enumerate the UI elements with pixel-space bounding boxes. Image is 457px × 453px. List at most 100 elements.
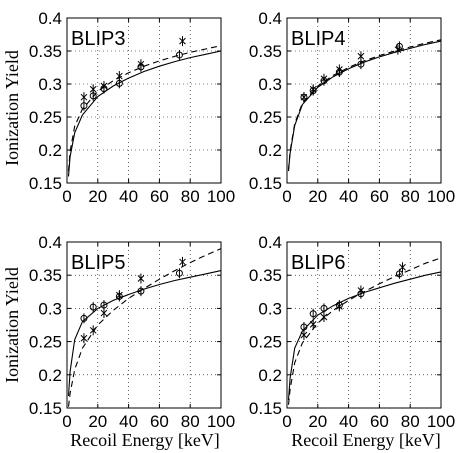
y-tick-label: 0.2 <box>38 366 62 385</box>
data-point-x <box>300 331 308 339</box>
data-point-x <box>394 46 402 54</box>
y-tick-label: 0.2 <box>258 366 282 385</box>
solid-fit-curve <box>67 50 222 177</box>
plot-frame <box>66 17 222 184</box>
data-point-x <box>89 326 97 334</box>
data-point-x <box>357 287 365 294</box>
x-tick-label: 20 <box>308 187 327 206</box>
data-point-x <box>357 52 365 60</box>
solid-fit-curve <box>67 270 222 397</box>
y-tick-label: 0.35 <box>249 266 282 285</box>
x-tick-label: 0 <box>62 412 71 431</box>
x-tick-label: 60 <box>370 187 389 206</box>
panel-title: BLIP4 <box>291 28 345 50</box>
y-tick-label: 0.4 <box>258 233 282 252</box>
x-tick-label: 60 <box>150 412 169 431</box>
x-tick-label: 80 <box>181 412 200 431</box>
data-point-x <box>309 85 317 93</box>
y-tick-label: 0.2 <box>38 141 62 160</box>
y-tick-label: 0.2 <box>258 141 282 160</box>
y-tick-label: 0.15 <box>249 174 282 193</box>
y-tick-label: 0.15 <box>249 399 282 418</box>
y-tick-label: 0.25 <box>249 108 282 127</box>
x-tick-label: 100 <box>427 412 455 431</box>
data-point-x <box>320 75 328 83</box>
data-point-x <box>137 275 145 282</box>
panel-blip3: 0 20 40 60 80 100 0.15 0.2 0.25 0.3 0.35 0.4 BLIP3 <box>29 9 235 206</box>
data-point-circle <box>80 314 88 322</box>
y-tick-label: 0.4 <box>38 233 62 252</box>
y-tick-label: 0.25 <box>29 108 62 127</box>
plot-frame <box>286 17 442 184</box>
x-tick-label: 80 <box>401 187 420 206</box>
y-tick-label: 0.4 <box>258 9 282 28</box>
y-axis-title-bottom: Ionization Yield <box>2 267 22 383</box>
data-point-x <box>100 82 108 90</box>
panel-blip5: 0 20 40 60 80 100 0.15 0.2 0.25 0.3 0.35 0.4 BLIP5 <box>29 233 235 431</box>
data-point-x <box>80 334 88 342</box>
x-axis-title-right: Recoil Energy [keV] <box>291 430 441 450</box>
y-tick-label: 0.3 <box>38 75 62 94</box>
x-tick-label: 60 <box>370 412 389 431</box>
data-point-x <box>80 93 88 101</box>
y-tick-label: 0.35 <box>249 42 282 61</box>
x-tick-label: 0 <box>282 187 291 206</box>
x-tick-label: 20 <box>88 412 107 431</box>
panel-blip6: 0 20 40 60 80 100 0.15 0.2 0.25 0.3 0.35 0.4 BLIP6 <box>249 233 455 431</box>
panel-title: BLIP6 <box>291 252 345 274</box>
plot-frame <box>66 241 222 409</box>
data-point-x <box>100 309 108 317</box>
y-tick-label: 0.3 <box>38 299 62 318</box>
x-tick-label: 0 <box>62 187 71 206</box>
data-point-x <box>309 320 317 328</box>
x-tick-label: 100 <box>207 187 235 206</box>
data-point-x <box>179 258 186 266</box>
y-tick-label: 0.15 <box>29 399 62 418</box>
data-point-circle <box>395 270 403 278</box>
panel-blip4: 0 20 40 60 80 100 0.15 0.2 0.25 0.3 0.35 0.4 BLIP4 <box>249 9 455 206</box>
solid-fit-curve <box>287 271 442 401</box>
data-point-circle <box>395 42 403 50</box>
x-axis-title-left: Recoil Energy [keV] <box>70 430 220 450</box>
dashed-fit-curve <box>67 248 222 407</box>
x-tick-label: 40 <box>119 187 138 206</box>
dashed-fit-curve <box>287 39 442 170</box>
panel-title: BLIP3 <box>71 28 125 50</box>
plot-frame <box>286 241 442 409</box>
data-point-circle <box>137 287 145 295</box>
data-point-circle <box>89 303 97 311</box>
data-point-x <box>137 60 145 68</box>
y-tick-label: 0.35 <box>29 42 62 61</box>
y-tick-label: 0.3 <box>258 75 282 94</box>
y-tick-label: 0.4 <box>38 9 62 28</box>
data-point-x <box>300 93 308 101</box>
dashed-fit-curve <box>287 257 442 405</box>
y-tick-label: 0.25 <box>249 333 282 352</box>
x-tick-label: 40 <box>339 412 358 431</box>
data-point-x <box>320 313 328 321</box>
data-point-x <box>336 66 343 73</box>
data-point-circle <box>175 51 183 59</box>
data-point-x <box>179 37 186 45</box>
y-tick-label: 0.35 <box>29 266 62 285</box>
x-tick-label: 20 <box>308 412 327 431</box>
y-tick-label: 0.3 <box>258 299 282 318</box>
data-point-x <box>336 303 343 310</box>
data-point-circle <box>175 269 183 277</box>
data-point-x <box>116 291 123 299</box>
data-point-x <box>399 263 406 271</box>
x-tick-label: 100 <box>427 187 455 206</box>
data-point-circle <box>80 102 88 110</box>
data-point-x <box>89 85 97 93</box>
data-point-x <box>116 72 123 80</box>
y-tick-label: 0.15 <box>29 174 62 193</box>
dashed-fit-curve <box>67 45 222 172</box>
x-tick-label: 0 <box>282 412 291 431</box>
panel-title: BLIP5 <box>71 252 125 274</box>
x-tick-label: 100 <box>207 412 235 431</box>
x-tick-label: 80 <box>401 412 420 431</box>
x-tick-label: 60 <box>150 187 169 206</box>
x-tick-label: 20 <box>88 187 107 206</box>
y-tick-label: 0.25 <box>29 333 62 352</box>
